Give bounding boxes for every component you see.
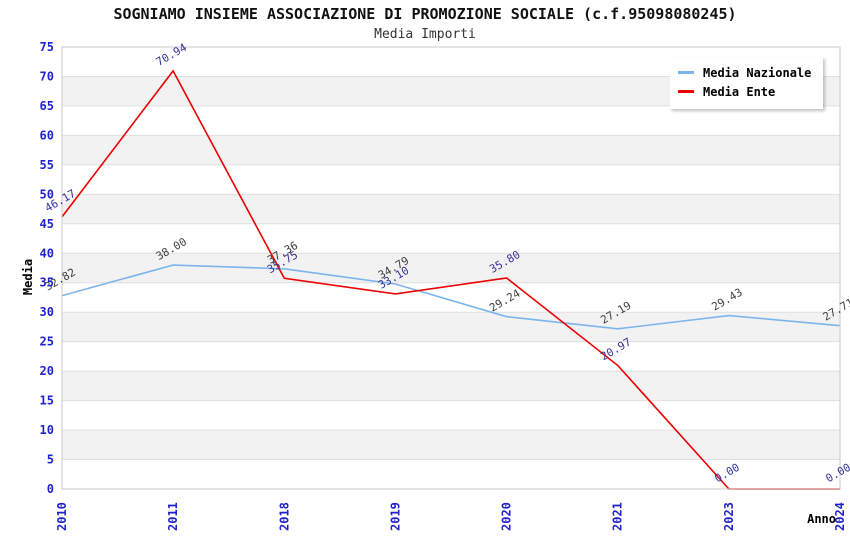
legend: Media Nazionale Media Ente	[670, 57, 824, 109]
y-tick-label: 45	[40, 217, 54, 231]
x-tick-label: 2020	[500, 502, 514, 531]
ente-line-swatch-icon	[678, 90, 694, 93]
y-axis-tick-labels: 0 5 10 15 20 25 30 35 40 45 50 55 60 65 70 75	[40, 40, 54, 496]
legend-item-media-ente[interactable]: Media Ente	[678, 82, 811, 101]
y-tick-label: 40	[40, 246, 54, 260]
chart-title: SOGNIAMO INSIEME ASSOCIAZIONE DI PROMOZI…	[113, 5, 737, 23]
x-tick-label: 2018	[277, 502, 291, 531]
y-axis-title: Media	[21, 259, 35, 295]
series-line-media-ente	[61, 69, 840, 490]
y-tick-label: 50	[40, 187, 54, 201]
chart-subtitle: Media Importi	[374, 27, 476, 42]
data-label: 0.00	[712, 461, 741, 486]
x-tick-label: 2011	[166, 502, 180, 531]
plot-bands	[62, 76, 840, 460]
nazionale-line-swatch-icon	[678, 71, 694, 74]
series-line-media-nazionale	[61, 264, 841, 330]
y-tick-label: 55	[40, 158, 54, 172]
y-tick-label: 60	[40, 128, 54, 142]
data-label: 29.24	[487, 287, 523, 315]
x-axis-title: Anno	[807, 512, 836, 526]
data-label: 0.00	[824, 461, 850, 486]
y-tick-label: 75	[40, 40, 54, 54]
y-tick-label: 30	[40, 305, 54, 319]
x-tick-label: 2019	[388, 502, 402, 531]
y-tick-label: 10	[40, 423, 54, 437]
data-label: 29.43	[710, 286, 745, 314]
legend-label: Media Nazionale	[703, 65, 812, 80]
y-tick-label: 5	[47, 453, 54, 467]
y-tick-label: 0	[47, 482, 54, 496]
y-tick-label: 25	[40, 335, 54, 349]
x-axis-tick-labels: 2010 2011 2018 2019 2020 2021 2023 2024	[55, 502, 847, 531]
x-tick-label: 2021	[611, 502, 625, 531]
legend-label: Media Ente	[703, 84, 776, 99]
y-tick-label: 20	[40, 364, 54, 378]
x-tick-label: 2024	[833, 502, 847, 531]
y-tick-label: 65	[40, 99, 54, 113]
y-tick-label: 15	[40, 394, 54, 408]
plot-border	[61, 46, 841, 490]
y-tick-label: 70	[40, 69, 54, 83]
data-label: 70.94	[154, 41, 190, 69]
x-tick-label: 2023	[722, 502, 736, 531]
x-tick-label: 2010	[55, 502, 69, 531]
legend-item-media-nazionale[interactable]: Media Nazionale	[678, 63, 811, 82]
y-tick-label: 35	[40, 276, 54, 290]
